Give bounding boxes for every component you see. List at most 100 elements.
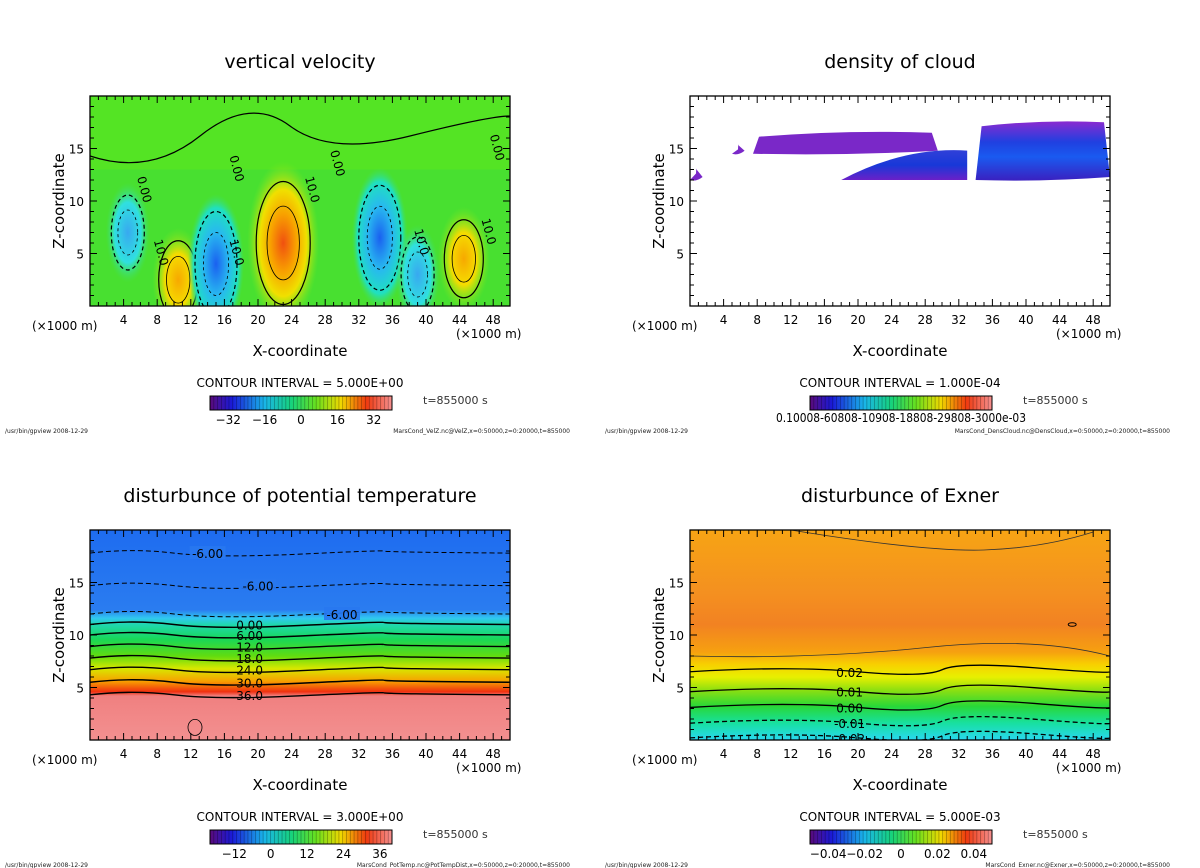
x-tick-label: 16 [217, 747, 232, 761]
x-tick-label: 8 [753, 313, 761, 327]
footer-left: /usr/bin/gpview 2008-12-29 [605, 428, 688, 435]
x-axis-label: X-coordinate [253, 776, 348, 794]
y-tick-label: 5 [76, 682, 84, 696]
colorbar-tick-label: 0 [897, 847, 905, 861]
x-tick-label: 36 [385, 747, 400, 761]
contour-label: -0.02 [834, 732, 865, 746]
y-tick-label: 5 [676, 248, 684, 262]
x-tick-label: 48 [486, 747, 501, 761]
contour-line [358, 184, 402, 291]
contour-label: 10.0 [226, 238, 246, 267]
contour-line [790, 530, 1094, 551]
x-tick-label: 28 [318, 313, 333, 327]
y-tick-label: 15 [69, 577, 84, 591]
footer-right: MarsCond_PotTemp.nc@PotTempDist,x=0:5000… [357, 862, 570, 868]
contour-line [187, 719, 203, 736]
plot-area [690, 96, 1110, 306]
footer-left: /usr/bin/gpview 2008-12-29 [605, 862, 688, 868]
field-background [690, 530, 1110, 740]
x-tick-label: 44 [452, 313, 467, 327]
contour-label: 0.00 [836, 701, 863, 715]
time-label: t=855000 s [423, 394, 488, 407]
chart-panel-3: disturbunce of Exner 0.02 0.010.00 -0.01-0.… [605, 485, 1170, 868]
x-unit-label: (×1000 m) [1056, 327, 1121, 341]
y-unit-label: (×1000 m) [632, 753, 697, 767]
y-tick-label: 15 [669, 143, 684, 157]
contour-label: 30.0 [236, 676, 263, 690]
contour-line [90, 611, 510, 618]
contour-interval: CONTOUR INTERVAL = 1.000E-04 [799, 376, 1000, 390]
contour-line [1067, 622, 1077, 627]
contour-line [194, 210, 238, 306]
x-tick-label: 36 [985, 747, 1000, 761]
contour-label: -6.00 [192, 547, 223, 561]
label-gap [324, 607, 360, 620]
x-axis-label: X-coordinate [253, 342, 348, 360]
chart-title: density of cloud [824, 51, 976, 73]
contour-label: 6.00 [236, 629, 263, 643]
contour-line [202, 232, 229, 296]
contour-line [690, 642, 1110, 658]
contour-line [266, 205, 300, 281]
x-tick-label: 44 [452, 747, 467, 761]
chart-title: disturbunce of potential temperature [123, 485, 476, 507]
downdraft-core [105, 182, 150, 283]
colorbar [209, 829, 393, 845]
colorbar-tick-label: −0.04 [810, 847, 847, 861]
contour-label: 12.0 [236, 641, 263, 655]
contour-line [90, 550, 510, 557]
y-axis-label: Z-coordinate [650, 153, 668, 248]
colorbar-tick-label: 0 [297, 413, 305, 427]
x-tick-label: 44 [1052, 747, 1067, 761]
chart-title: disturbunce of Exner [801, 485, 999, 507]
x-tick-label: 48 [1086, 747, 1101, 761]
y-unit-label: (×1000 m) [32, 753, 97, 767]
footer-right: MarsCond_Exner.nc@Exner,x=0:50000,z=0:20… [985, 862, 1170, 868]
contour-line [451, 234, 476, 283]
contour-line [90, 654, 510, 662]
colorbar [809, 829, 993, 845]
y-tick-label: 10 [69, 629, 84, 643]
time-label: t=855000 s [1023, 828, 1088, 841]
plot-area: -6.00 -6.00 -6.00 0.006.0012.018.024.030.03… [90, 530, 510, 740]
cloud-layer [690, 168, 703, 181]
y-tick-label: 10 [69, 195, 84, 209]
contour-line [443, 219, 484, 299]
y-tick-label: 5 [76, 248, 84, 262]
x-tick-label: 24 [284, 313, 299, 327]
footer-right: MarsCond_DensCloud.nc@DensCloud,x=0:5000… [955, 428, 1170, 435]
colorbar-tick-label: 32 [366, 413, 381, 427]
contour-interval: CONTOUR INTERVAL = 5.000E+00 [197, 376, 404, 390]
x-tick-label: 40 [418, 747, 433, 761]
contour-label: 10.0 [478, 217, 498, 246]
contour-label: 10.0 [411, 227, 431, 256]
contour-label: 0.01 [836, 686, 863, 700]
cloud-layer [732, 144, 745, 155]
colorbar-tick-label: −12 [222, 847, 247, 861]
y-tick-label: 5 [676, 682, 684, 696]
contour-label: -6.00 [242, 580, 273, 594]
x-tick-label: 28 [318, 747, 333, 761]
x-tick-label: 32 [351, 747, 366, 761]
colorbar-tick-label: −0.02 [846, 847, 883, 861]
colorbar-tick-label: −16 [252, 413, 277, 427]
colorbar-tick-label: 24 [336, 847, 351, 861]
y-tick-label: 10 [669, 629, 684, 643]
x-tick-label: 40 [1018, 747, 1033, 761]
x-tick-label: 24 [884, 747, 899, 761]
contour-label: 0.00 [226, 154, 246, 183]
contour-label: 0.02 [836, 666, 863, 680]
zero-contour [90, 112, 510, 164]
footer-left: /usr/bin/gpview 2008-12-29 [5, 862, 88, 868]
x-tick-label: 36 [985, 313, 1000, 327]
y-axis-label: Z-coordinate [50, 587, 68, 682]
x-tick-label: 20 [250, 313, 265, 327]
colorbar [809, 395, 993, 411]
y-tick-label: 10 [669, 195, 684, 209]
y-unit-label: (×1000 m) [32, 319, 97, 333]
x-tick-label: 36 [385, 313, 400, 327]
downdraft-core [188, 194, 244, 306]
contour-line [690, 684, 1110, 695]
